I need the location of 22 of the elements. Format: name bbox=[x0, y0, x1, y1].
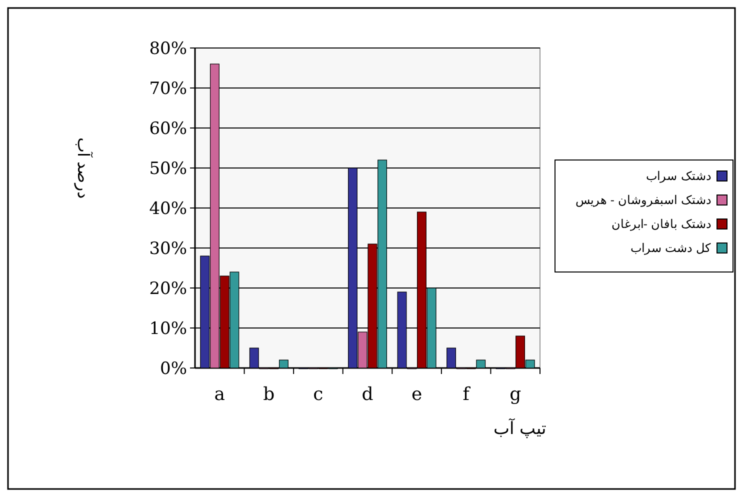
x-tick-label: d bbox=[362, 384, 374, 405]
y-tick-label: 70% bbox=[149, 79, 187, 99]
y-tick-label: 80% bbox=[149, 39, 187, 59]
x-axis-title: تیپ آب bbox=[493, 417, 547, 439]
legend-label: دشتک سراب bbox=[646, 169, 711, 183]
x-tick-label: f bbox=[462, 384, 471, 405]
x-tick-label: a bbox=[214, 384, 226, 405]
y-tick-label: 60% bbox=[149, 119, 187, 139]
y-tick-label: 30% bbox=[149, 239, 187, 259]
legend-label: دشتک بافان -ابرغان bbox=[611, 217, 711, 231]
x-tick-label: b bbox=[263, 384, 275, 405]
x-tick-label: c bbox=[313, 384, 324, 405]
x-tick-label: e bbox=[411, 384, 422, 405]
x-tick-label: g bbox=[510, 384, 522, 405]
legend-label: دشتک اسبفروشان - هریس bbox=[576, 193, 711, 207]
y-tick-label: 50% bbox=[149, 159, 187, 179]
y-tick-label: 20% bbox=[149, 279, 187, 299]
y-tick-label: 0% bbox=[160, 359, 187, 379]
y-axis-title: درصد آب bbox=[74, 137, 94, 199]
y-tick-label: 40% bbox=[149, 199, 187, 219]
legend-label: کل دشت سراب bbox=[630, 241, 711, 255]
y-tick-label: 10% bbox=[149, 319, 187, 339]
